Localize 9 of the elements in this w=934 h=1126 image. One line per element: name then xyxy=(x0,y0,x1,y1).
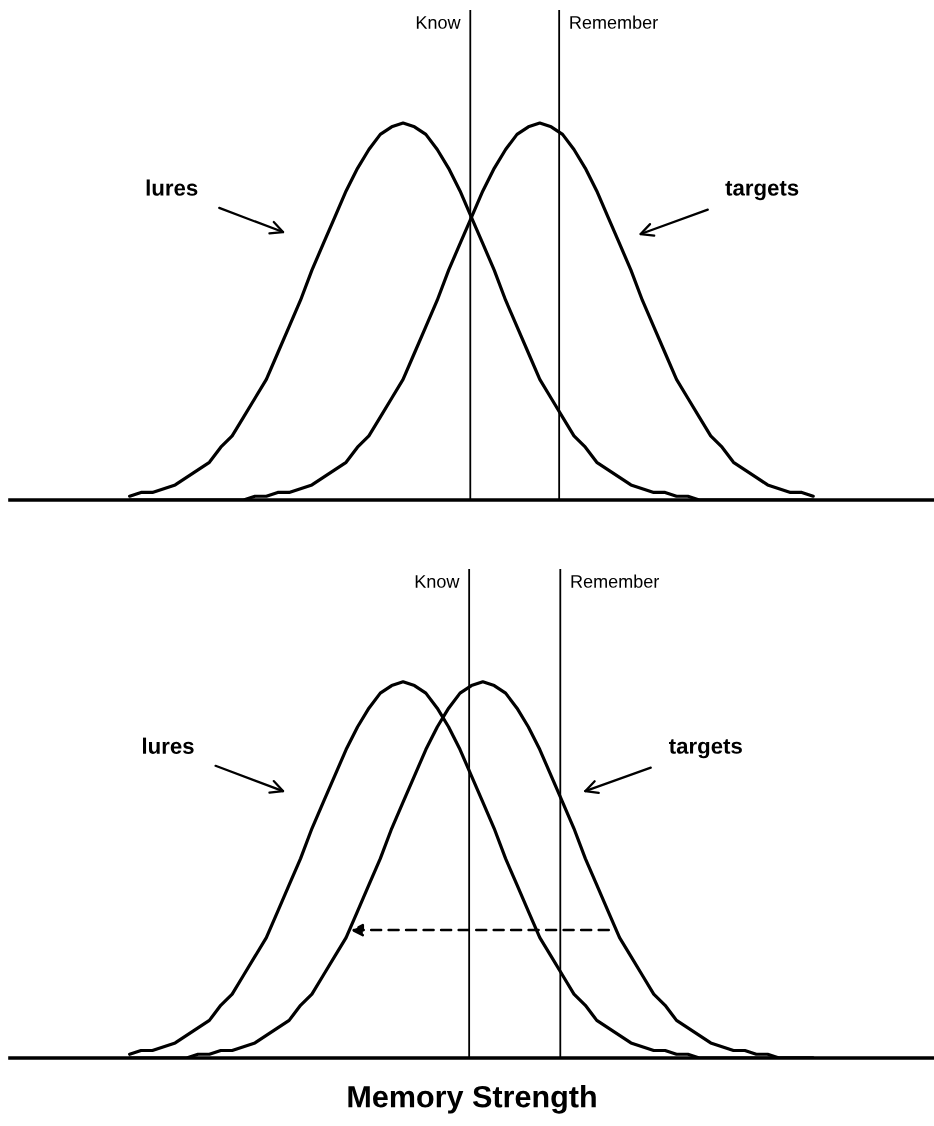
annotation: targets xyxy=(725,180,799,201)
text: Remember xyxy=(571,574,660,588)
text: Remember xyxy=(570,15,658,29)
x-axis-title: Memory Strength xyxy=(348,1085,596,1114)
annotation: lures xyxy=(143,737,194,754)
text: Know xyxy=(416,16,461,29)
text: Know xyxy=(415,575,460,588)
annotation: lures xyxy=(146,179,198,196)
annotation: targets xyxy=(669,739,742,759)
